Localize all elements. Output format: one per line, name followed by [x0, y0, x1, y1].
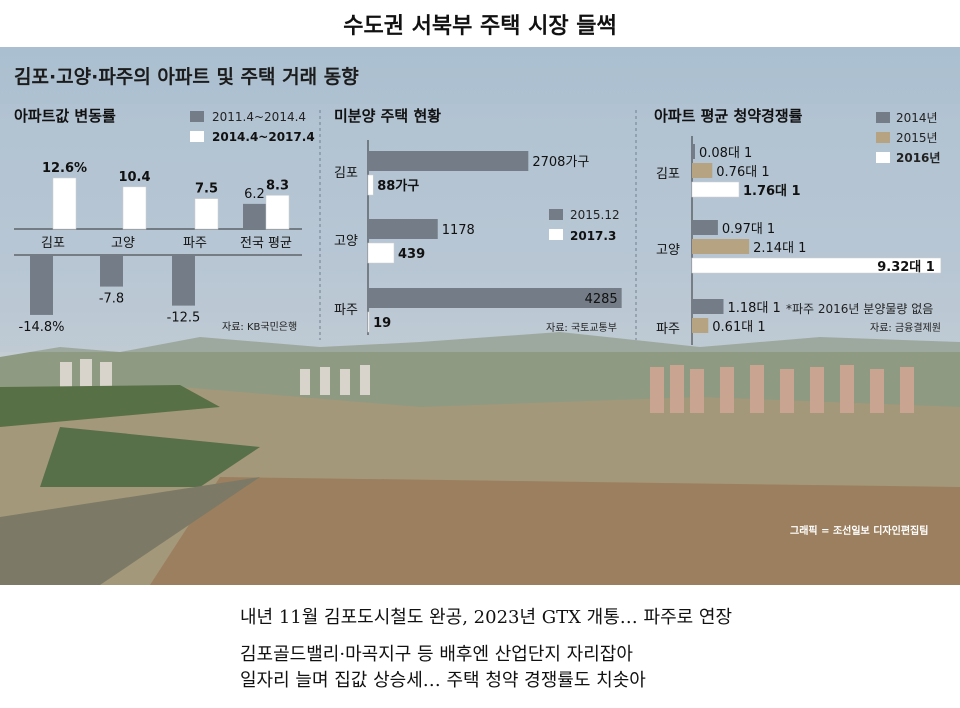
- chart1-category-label: 김포: [41, 236, 65, 251]
- chart1-bar-2014: [122, 186, 147, 230]
- chart3-value-label: 0.08대 1: [699, 146, 752, 161]
- chart3-bar-2016년: [691, 257, 942, 274]
- chart1-category-label: 전국 평균: [240, 236, 292, 251]
- main-title: 수도권 서북부 주택 시장 들썩: [343, 14, 617, 39]
- chart3-category-label: 파주: [656, 322, 680, 337]
- chart1-value-label: -14.8%: [19, 320, 65, 335]
- aerial-photo: [0, 47, 960, 585]
- chart2-title: 미분양 주택 현황: [334, 107, 441, 125]
- chart3-title: 아파트 평균 청약경쟁률: [654, 107, 803, 125]
- chart2-legend-swatch-2: [549, 229, 563, 240]
- chart3-bar-2014년: [692, 299, 724, 314]
- charts-panel: [0, 104, 960, 352]
- chart3-value-label: 2.14대 1: [753, 241, 806, 256]
- chart3-bar-2015년: [692, 318, 709, 333]
- chart1-value-label: 7.5: [195, 182, 218, 197]
- section-header: 김포·고양·파주의 아파트 및 주택 거래 동향: [14, 66, 359, 88]
- chart1-value-label: 10.4: [118, 170, 150, 185]
- subtext-line-2: 김포골드밸리·마곡지구 등 배후엔 산업단지 자리잡아: [240, 644, 633, 665]
- chart3-value-label: 9.32대 1: [877, 260, 935, 275]
- chart2-value-label: 88가구: [377, 179, 419, 194]
- chart3-legend-swatch-3: [876, 152, 890, 163]
- graphic-credit: 그래픽 = 조선일보 디자인편집팀: [790, 526, 929, 537]
- chart1-bar-2014: [265, 195, 290, 230]
- chart2-value-label: 4285: [585, 292, 618, 307]
- chart1-category-label: 고양: [111, 236, 135, 251]
- chart1-legend-label-1: 2011.4~2014.4: [212, 110, 306, 124]
- chart1-value-label: -12.5: [167, 311, 201, 326]
- chart3-bar-2014년: [692, 220, 718, 235]
- chart2-value-label: 439: [398, 247, 425, 262]
- chart2-category-label: 김포: [334, 166, 358, 181]
- chart3-legend-label-2: 2015년: [896, 131, 938, 145]
- chart3-bar-2015년: [692, 163, 713, 178]
- subtext-line-3: 일자리 늘며 집값 상승세… 주택 청약 경쟁률도 치솟아: [240, 670, 646, 691]
- chart1-value-label: -7.8: [99, 292, 124, 307]
- chart1-title: 아파트값 변동률: [14, 107, 116, 125]
- chart2-bar-2015: [368, 151, 529, 171]
- chart3-note: *파주 2016년 분양물량 없음: [786, 302, 933, 316]
- chart3-legend-label-3: 2016년: [896, 151, 940, 165]
- chart3-legend-label-1: 2014년: [896, 111, 938, 125]
- chart2-value-label: 2708가구: [532, 155, 589, 170]
- chart1-bar-2014: [52, 177, 77, 230]
- chart1-bar-2011: [243, 203, 266, 229]
- chart2-category-label: 고양: [334, 234, 358, 249]
- chart3-bar-2014년: [692, 144, 695, 159]
- chart1-category-label: 파주: [183, 236, 207, 251]
- chart1-value-label: 12.6%: [42, 161, 87, 176]
- chart1-legend-label-2: 2014.4~2017.4: [212, 130, 315, 144]
- chart2-value-label: 19: [373, 316, 391, 331]
- chart3-bar-2016년: [691, 181, 740, 198]
- chart3-bar-2015년: [692, 239, 750, 254]
- chart2-category-label: 파주: [334, 303, 358, 318]
- chart1-value-label: 8.3: [266, 178, 289, 193]
- chart2-legend-label-2: 2017.3: [570, 229, 616, 243]
- chart3-source: 자료: 금융결제원: [870, 322, 941, 334]
- chart3-legend-swatch-2: [876, 132, 890, 143]
- chart3-value-label: 1.18대 1: [728, 301, 781, 316]
- chart2-bar-2015: [368, 219, 438, 239]
- chart3-value-label: 0.76대 1: [716, 165, 769, 180]
- chart1-value-label: 6.2: [244, 187, 265, 202]
- chart3-value-label: 1.76대 1: [743, 184, 801, 199]
- chart1-legend-swatch-1: [190, 111, 204, 122]
- chart1-bar-2011: [30, 255, 53, 315]
- chart2-bar-2015: [368, 288, 622, 308]
- chart3-legend-swatch-1: [876, 112, 890, 123]
- chart3-category-label: 김포: [656, 167, 680, 182]
- chart1-bar-2014: [194, 198, 219, 230]
- chart1-bar-2011: [172, 255, 195, 306]
- chart2-bar-2017: [367, 242, 395, 264]
- photo-scenery: [0, 332, 960, 585]
- chart2-value-label: 1178: [442, 223, 475, 238]
- chart1-legend-swatch-2: [190, 131, 204, 142]
- chart1-source: 자료: KB국민은행: [222, 321, 297, 333]
- chart2-legend-label-1: 2015.12: [570, 208, 620, 222]
- subtext-line-1: 내년 11월 김포도시철도 완공, 2023년 GTX 개통… 파주로 연장: [240, 607, 733, 628]
- chart3-category-label: 고양: [656, 243, 680, 258]
- chart2-legend-swatch-1: [549, 209, 563, 220]
- chart2-bar-2017: [367, 311, 370, 333]
- chart1-bar-2011: [100, 255, 123, 287]
- chart2-bar-2017: [367, 174, 374, 196]
- chart3-value-label: 0.97대 1: [722, 222, 775, 237]
- chart3-value-label: 0.61대 1: [712, 320, 765, 335]
- chart2-source: 자료: 국토교통부: [546, 322, 617, 334]
